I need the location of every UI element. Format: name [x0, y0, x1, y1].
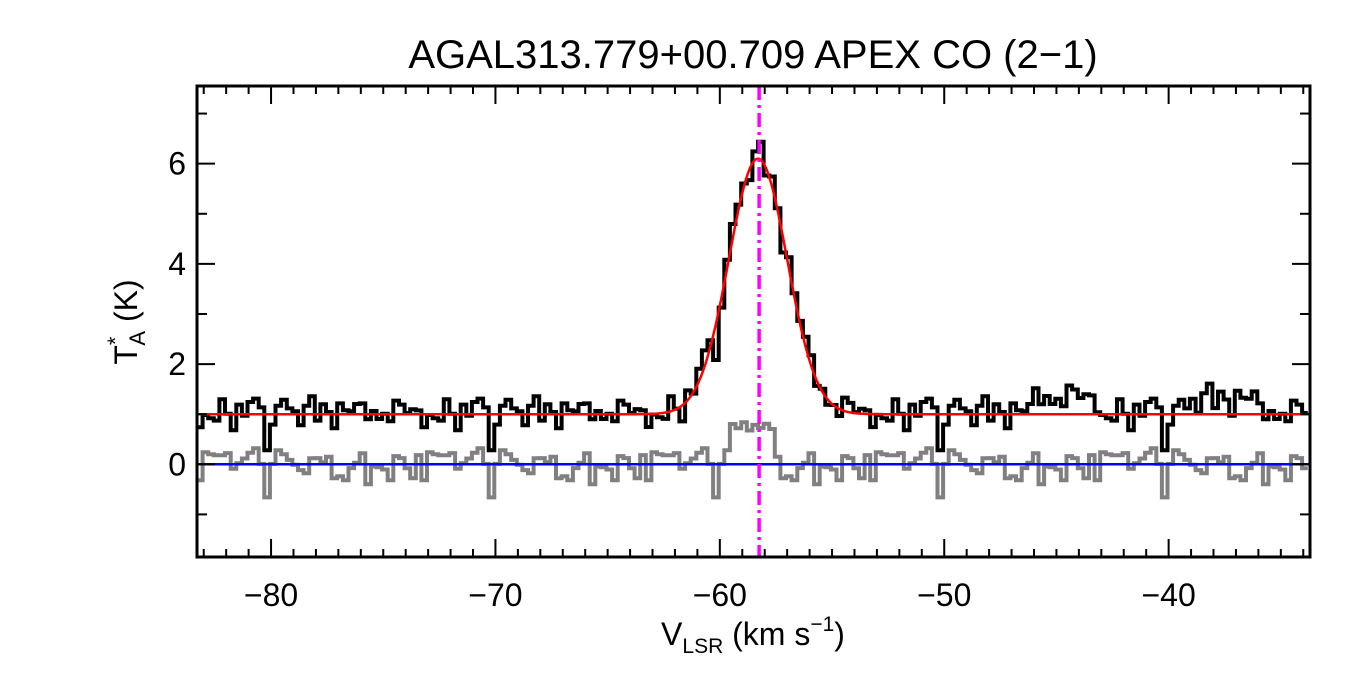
x-tick-label: −50 — [917, 577, 971, 613]
y-tick-label: 6 — [168, 146, 186, 182]
x-axis-label: VLSR (km s−1) — [661, 613, 845, 658]
series-residual-line — [197, 420, 1308, 500]
plot-frame — [195, 84, 1312, 559]
x-tick-label: −60 — [693, 577, 747, 613]
x-tick-label: −70 — [468, 577, 522, 613]
x-tick-labels: −80 −70 −60 −50 −40 — [244, 577, 1196, 613]
x-label-subscript: LSR — [682, 635, 723, 658]
x-tick-label: −80 — [244, 577, 298, 613]
x-label-middle: (km s — [723, 616, 810, 652]
y-tick-label: 0 — [168, 446, 186, 482]
y-tick-labels: 0 2 4 6 — [168, 146, 186, 483]
y-tick-label: 4 — [168, 246, 186, 282]
x-label-superscript: −1 — [810, 613, 834, 636]
chart-title: AGAL313.779+00.709 APEX CO (2−1) — [408, 33, 1097, 77]
plot-area — [197, 86, 1310, 557]
x-label-main: V — [661, 616, 683, 652]
y-label-superscript: * — [103, 336, 128, 345]
y-label-end: (K) — [108, 279, 144, 331]
series-spectrum-line — [197, 139, 1308, 453]
x-label-end: ) — [834, 616, 845, 652]
axis-ticks — [197, 86, 1310, 557]
y-label-subscript: A — [125, 331, 150, 346]
x-tick-label: −40 — [1141, 577, 1195, 613]
y-label-main: T — [108, 345, 144, 365]
y-tick-label: 2 — [168, 346, 186, 382]
y-axis-label: T*A (K) — [103, 279, 150, 364]
series-gaussian-fit-line — [197, 157, 1310, 416]
